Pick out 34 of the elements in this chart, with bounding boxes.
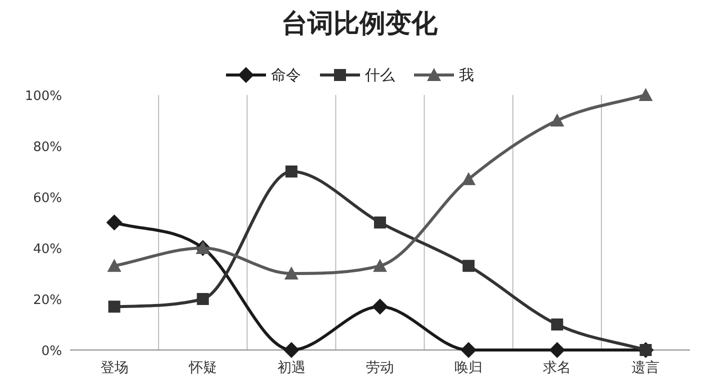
x-tick-label: 唤归 bbox=[454, 360, 483, 376]
point bbox=[106, 214, 122, 230]
point bbox=[107, 258, 122, 272]
y-tick-label: 80% bbox=[33, 140, 62, 155]
legend-label: 什么 bbox=[364, 66, 395, 84]
point bbox=[638, 88, 653, 101]
x-tick-label: 初遇 bbox=[277, 360, 306, 376]
point bbox=[108, 300, 120, 313]
point bbox=[462, 260, 475, 272]
y-tick-label: 60% bbox=[33, 191, 62, 206]
x-tick-label: 登场 bbox=[100, 360, 128, 376]
x-tick-label: 怀疑 bbox=[188, 360, 217, 376]
y-tick-label: 20% bbox=[33, 293, 62, 308]
point bbox=[284, 266, 298, 280]
point bbox=[374, 216, 386, 228]
chart-title: 台词比例变化 bbox=[282, 9, 438, 39]
point bbox=[462, 172, 476, 186]
point bbox=[550, 114, 564, 126]
x-tick-label: 求名 bbox=[543, 360, 572, 376]
x-tick-label: 劳动 bbox=[366, 360, 394, 376]
y-tick-label: 100% bbox=[24, 89, 62, 104]
point bbox=[285, 166, 298, 178]
point bbox=[551, 318, 564, 330]
point bbox=[460, 342, 477, 358]
point bbox=[283, 342, 300, 358]
point bbox=[549, 342, 566, 358]
point bbox=[372, 298, 388, 315]
y-tick-label: 0% bbox=[41, 344, 62, 359]
legend-label: 命令 bbox=[271, 66, 301, 84]
point bbox=[373, 258, 387, 272]
x-tick-label: 遗言 bbox=[632, 360, 660, 376]
point bbox=[196, 293, 209, 305]
y-tick-label: 40% bbox=[33, 242, 62, 257]
legend-label: 我 bbox=[459, 66, 474, 84]
